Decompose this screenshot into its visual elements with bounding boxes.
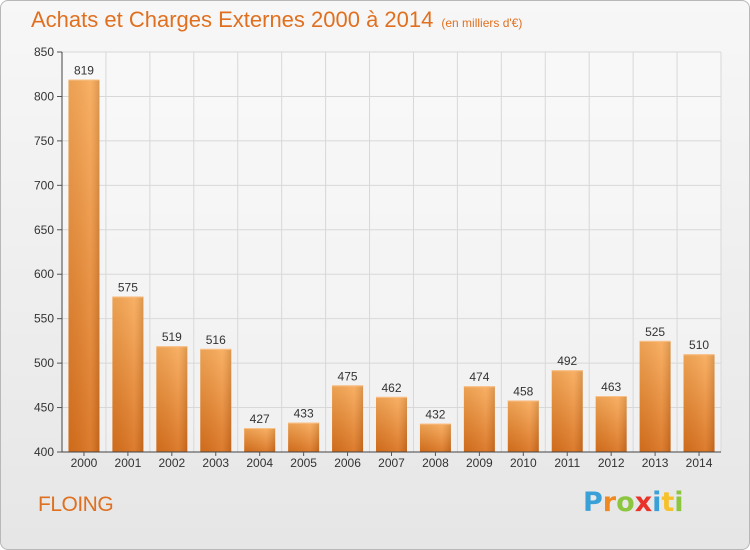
chart-title-text: Achats et Charges Externes 2000 à 2014 xyxy=(31,7,434,32)
logo-letter: i xyxy=(652,487,662,518)
bar-value-label: 427 xyxy=(250,412,270,426)
bar-shade xyxy=(683,354,715,452)
x-tick-label: 2001 xyxy=(115,456,142,470)
x-tick-label: 2013 xyxy=(642,456,669,470)
x-tick-label: 2002 xyxy=(158,456,185,470)
x-tick-label: 2011 xyxy=(554,456,580,470)
bar-shade xyxy=(639,340,671,452)
x-tick-label: 2007 xyxy=(378,456,405,470)
bar-value-label: 475 xyxy=(338,369,358,383)
bar-value-label: 458 xyxy=(513,384,533,398)
bar-value-label: 519 xyxy=(162,330,182,344)
logo-letter: o xyxy=(616,487,635,518)
bar-value-label: 575 xyxy=(118,280,138,294)
x-tick-label: 2003 xyxy=(202,456,229,470)
chart-unit-note: (en milliers d'€) xyxy=(441,16,523,30)
proxiti-logo[interactable]: Proxiti xyxy=(583,487,684,518)
bar-shade xyxy=(595,396,627,452)
y-tick-label: 550 xyxy=(34,312,54,326)
bar-value-label: 516 xyxy=(206,333,226,347)
bar-value-label: 819 xyxy=(74,64,94,78)
y-tick-label: 450 xyxy=(34,401,54,415)
bar-value-label: 474 xyxy=(469,370,489,384)
bar-shade xyxy=(419,423,451,452)
bar-value-label: 492 xyxy=(557,354,577,368)
y-tick-label: 700 xyxy=(34,178,54,192)
bar-shade xyxy=(68,79,100,453)
logo-letter: i xyxy=(674,487,684,518)
bar-shade xyxy=(507,400,539,452)
bar-shade xyxy=(332,385,364,452)
bar-shade xyxy=(156,346,188,452)
y-tick-label: 800 xyxy=(34,89,54,103)
bar-value-label: 525 xyxy=(645,325,665,339)
y-tick-label: 500 xyxy=(34,356,54,370)
bar-shade xyxy=(288,422,320,452)
logo-letter: P xyxy=(583,487,603,518)
x-tick-label: 2010 xyxy=(510,456,537,470)
bars-layer: 819 575 519 516 427 433 475 462 432 474 458 492 463 5… xyxy=(68,64,715,453)
bar-shade xyxy=(551,370,583,452)
x-tick-label: 2008 xyxy=(422,456,449,470)
y-tick-label: 750 xyxy=(34,134,54,148)
x-tick-label: 2009 xyxy=(466,456,493,470)
x-tick-label: 2014 xyxy=(686,456,713,470)
x-tick-label: 2004 xyxy=(246,456,273,470)
logo-letter: t xyxy=(661,487,675,518)
bar-value-label: 462 xyxy=(381,381,401,395)
y-tick-label: 850 xyxy=(34,45,54,59)
y-tick-label: 650 xyxy=(34,223,54,237)
logo-letter: r xyxy=(602,487,617,518)
bar-value-label: 463 xyxy=(601,380,621,394)
bar-shade xyxy=(112,296,144,452)
bar-value-label: 432 xyxy=(425,408,445,422)
bar-shade xyxy=(200,348,232,452)
bar-shade xyxy=(376,396,407,452)
logo-letter: x xyxy=(634,487,653,518)
x-tick-label: 2012 xyxy=(598,456,625,470)
x-tick-label: 2005 xyxy=(290,456,317,470)
commune-name: FLOING xyxy=(38,493,114,516)
y-tick-label: 600 xyxy=(34,267,54,281)
bar-value-label: 510 xyxy=(689,338,709,352)
x-tick-label: 2006 xyxy=(334,456,361,470)
chart-title: Achats et Charges Externes 2000 à 2014 (e… xyxy=(31,7,522,33)
bar-shade xyxy=(463,386,495,452)
bar-shade xyxy=(244,428,276,452)
bar-value-label: 433 xyxy=(294,407,314,421)
x-tick-label: 2000 xyxy=(71,456,98,470)
y-tick-label: 400 xyxy=(34,445,54,459)
axis-layer: 400 450 500 550 600 650 700 750 800 850 2000 2001 20… xyxy=(34,45,721,470)
